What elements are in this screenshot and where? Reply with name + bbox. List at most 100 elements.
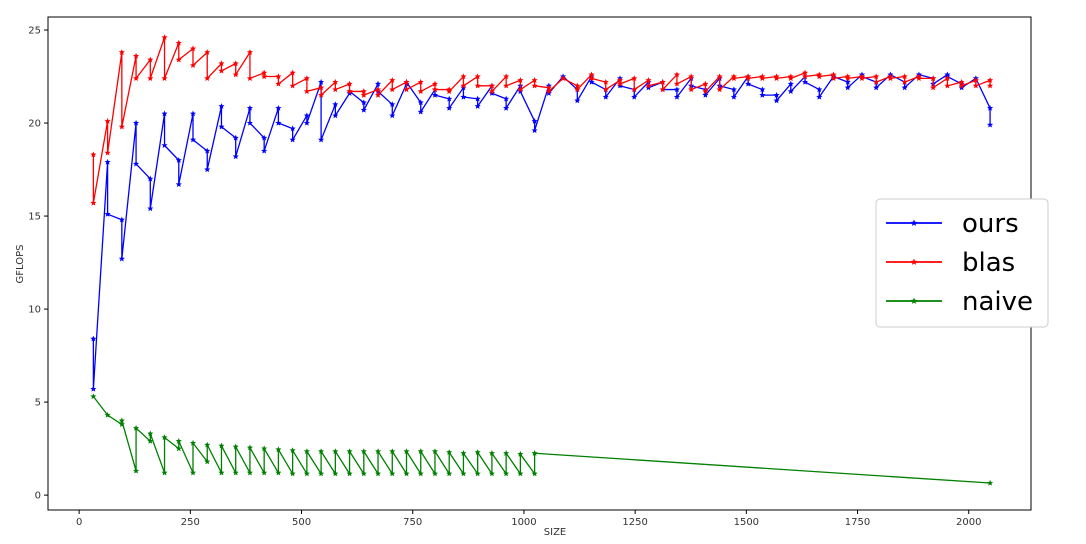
- series-blas: [90, 34, 994, 206]
- data-point-blas: [318, 91, 325, 98]
- x-tick-label: 1500: [734, 517, 759, 528]
- data-point-blas: [545, 88, 552, 94]
- data-point-naive: [189, 469, 197, 476]
- data-point-blas: [460, 73, 467, 80]
- data-point-blas: [332, 86, 339, 93]
- data-point-ours: [389, 112, 396, 119]
- data-point-blas: [431, 86, 439, 93]
- data-point-blas: [972, 82, 979, 89]
- y-tick-label: 5: [35, 398, 41, 409]
- data-point-ours: [730, 93, 737, 100]
- data-point-ours: [147, 175, 154, 182]
- data-point-blas: [802, 73, 809, 80]
- data-point-blas: [702, 88, 709, 94]
- data-point-naive: [474, 449, 481, 455]
- data-point-ours: [303, 119, 310, 126]
- data-point-naive: [133, 467, 140, 474]
- data-point-blas: [901, 73, 908, 80]
- data-point-blas: [403, 78, 410, 85]
- data-point-ours: [246, 104, 253, 111]
- data-point-ours: [289, 125, 296, 132]
- y-tick-label: 15: [28, 212, 41, 223]
- data-point-blas: [858, 73, 866, 80]
- plot-area-frame: [47, 16, 1032, 511]
- data-point-blas: [232, 60, 239, 67]
- data-point-blas: [417, 78, 424, 85]
- data-point-naive: [488, 470, 495, 477]
- data-point-blas: [118, 123, 125, 130]
- legend-label: blas: [962, 248, 1015, 278]
- data-point-blas: [645, 77, 652, 83]
- data-point-blas: [873, 78, 880, 85]
- data-point-ours: [161, 142, 168, 148]
- data-point-ours: [118, 216, 125, 223]
- x-tick-label: 250: [181, 517, 200, 528]
- data-point-blas: [246, 49, 253, 55]
- data-point-blas: [688, 86, 695, 93]
- data-point-blas: [389, 77, 396, 83]
- data-point-blas: [830, 75, 837, 81]
- data-point-ours: [232, 153, 239, 160]
- data-point-naive: [261, 445, 268, 452]
- data-point-blas: [958, 82, 965, 89]
- data-point-naive: [503, 450, 510, 456]
- data-point-naive: [246, 469, 253, 476]
- data-point-naive: [460, 450, 467, 456]
- data-point-blas: [175, 39, 182, 46]
- data-point-blas: [844, 75, 851, 81]
- data-point-blas: [716, 86, 723, 93]
- data-point-naive: [147, 437, 154, 444]
- data-point-naive: [460, 470, 467, 477]
- data-point-ours: [275, 104, 282, 111]
- data-point-blas: [175, 56, 182, 63]
- data-point-blas: [246, 75, 253, 81]
- data-point-naive: [161, 469, 168, 476]
- data-point-ours: [787, 80, 794, 87]
- data-point-naive: [118, 421, 125, 428]
- data-point-ours: [261, 147, 268, 154]
- x-tick-label: 750: [403, 517, 422, 528]
- x-axis-ticks: 0 250 500 750 1000 1250 1500 1750 2000: [76, 510, 981, 528]
- data-point-naive: [517, 470, 524, 477]
- data-point-ours: [246, 119, 253, 126]
- data-point-blas: [858, 75, 866, 81]
- data-point-ours: [816, 93, 823, 100]
- data-point-ours: [175, 181, 182, 188]
- data-point-naive: [987, 479, 994, 486]
- data-point-ours: [161, 110, 168, 117]
- data-point-blas: [673, 71, 680, 78]
- data-point-blas: [745, 73, 752, 80]
- data-point-blas: [360, 91, 367, 98]
- data-point-ours: [446, 95, 453, 102]
- data-point-blas: [915, 75, 922, 81]
- data-point-blas: [161, 34, 168, 41]
- data-point-naive: [147, 430, 154, 437]
- legend-entry-blas: blas: [886, 248, 1015, 278]
- data-point-ours: [503, 104, 510, 111]
- data-point-blas: [773, 73, 780, 80]
- data-point-blas: [545, 84, 552, 91]
- data-point-blas: [360, 88, 367, 94]
- x-tick-label: 1000: [511, 517, 536, 528]
- data-point-naive: [332, 448, 339, 454]
- data-point-blas: [574, 82, 581, 89]
- series-naive: [90, 393, 994, 486]
- data-point-ours: [204, 147, 211, 154]
- data-point-blas: [531, 77, 538, 83]
- data-point-blas: [189, 62, 197, 68]
- data-point-blas: [631, 86, 638, 93]
- data-point-naive: [318, 470, 325, 477]
- data-point-naive: [431, 470, 439, 477]
- legend-swatch-marker: [910, 258, 918, 265]
- y-tick-label: 25: [28, 26, 41, 37]
- data-point-naive: [517, 450, 524, 457]
- data-point-blas: [517, 86, 524, 93]
- data-point-naive: [446, 470, 453, 477]
- data-point-naive: [289, 470, 296, 477]
- data-point-naive: [503, 470, 510, 477]
- data-point-blas: [616, 80, 624, 87]
- data-point-ours: [545, 90, 552, 96]
- data-point-ours: [332, 112, 339, 119]
- data-point-naive: [90, 393, 97, 400]
- data-point-blas: [104, 149, 111, 156]
